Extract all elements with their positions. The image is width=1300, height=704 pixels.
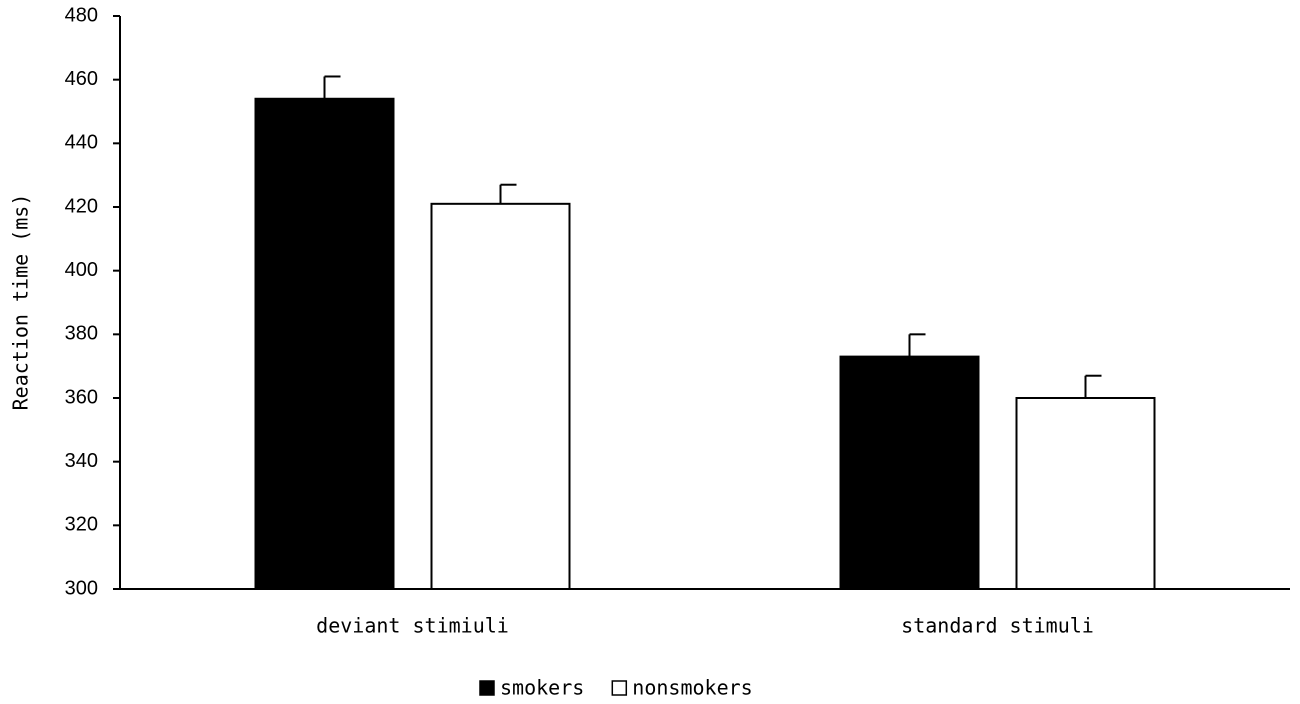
y-tick-label: 360: [65, 386, 98, 408]
legend-swatch: [611, 680, 628, 696]
y-tick-label: 460: [65, 68, 98, 90]
y-tick-label: 380: [65, 323, 98, 345]
y-tick-label: 300: [65, 577, 98, 599]
y-tick-label: 320: [65, 514, 98, 536]
legend-label: nonsmokers: [632, 676, 752, 700]
legend-swatch: [479, 680, 495, 696]
y-tick-label: 440: [65, 132, 98, 154]
y-tick-label: 420: [65, 195, 98, 217]
y-tick-label: 340: [65, 450, 98, 472]
y-tick-label: 480: [65, 4, 98, 26]
bar: [430, 202, 571, 590]
y-tick-label: 400: [65, 259, 98, 281]
x-tick-label: deviant stimiuli: [316, 614, 509, 638]
legend-label: smokers: [500, 676, 584, 700]
y-axis-label: Reaction time (ms): [9, 194, 33, 411]
bar: [1015, 397, 1156, 590]
bar: [254, 97, 395, 591]
x-tick-label: standard stimuli: [901, 614, 1094, 638]
bar: [839, 355, 980, 590]
